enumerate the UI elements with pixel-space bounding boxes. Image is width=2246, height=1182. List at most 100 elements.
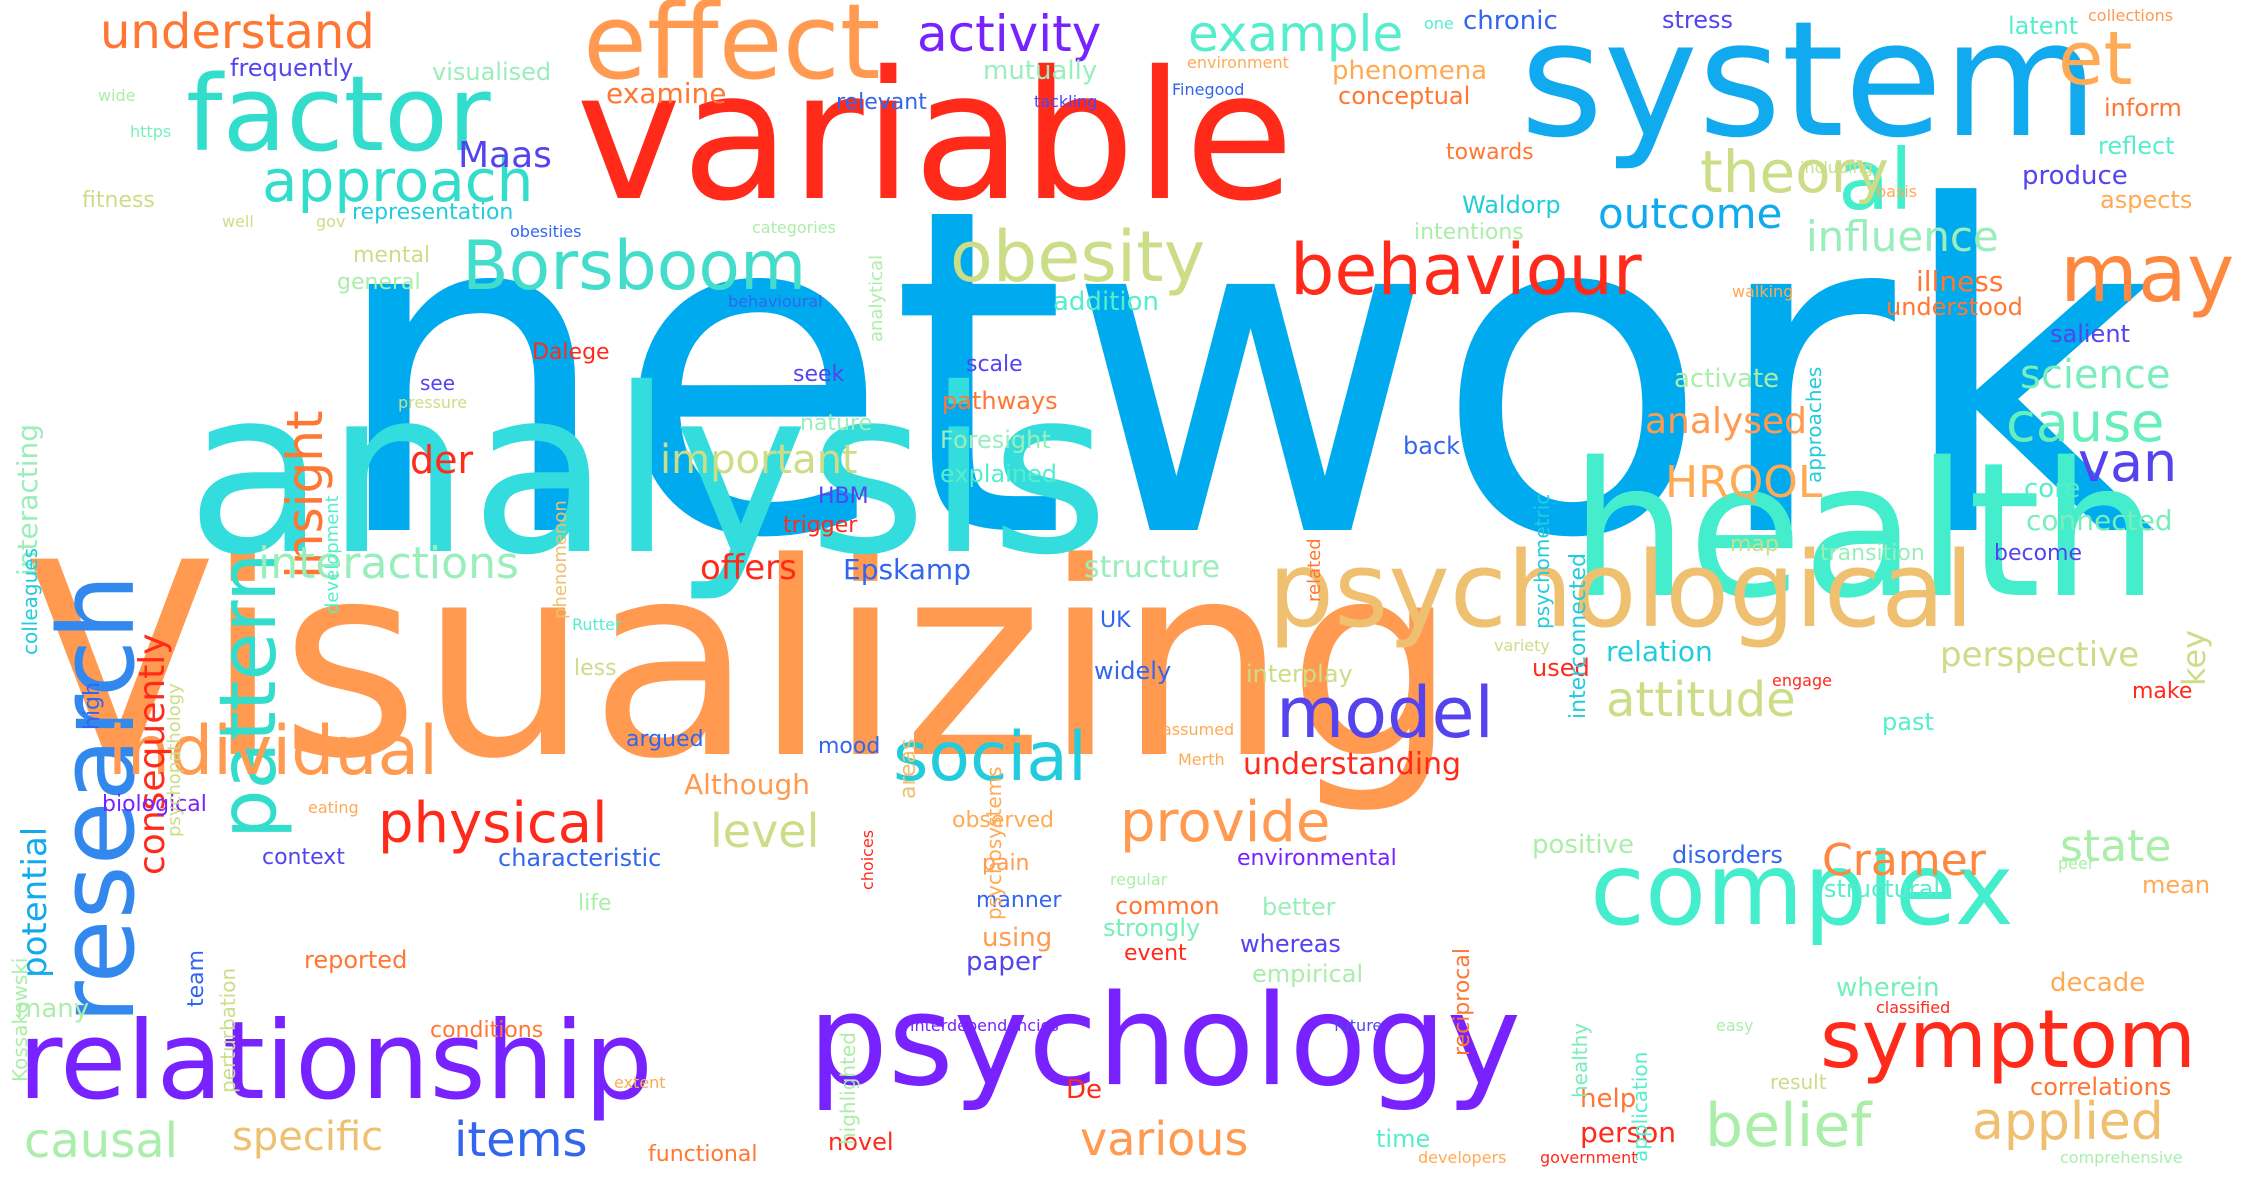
word-conditions: conditions (430, 1018, 544, 1043)
word-analysis: analysis (186, 339, 1110, 605)
word-https: https (130, 122, 172, 141)
word-reported: reported (304, 946, 408, 974)
word-salient: salient (2050, 320, 2130, 348)
word-understood: understood (1886, 293, 2023, 321)
word-less: less (574, 656, 617, 681)
word-collections: collections (2088, 6, 2174, 25)
word-seek: seek (793, 362, 845, 387)
word-understanding: understanding (1243, 747, 1462, 782)
word-variety: variety (1494, 636, 1550, 655)
word-empirical: empirical (1252, 960, 1364, 988)
word-peer: peer (2058, 854, 2095, 873)
word-government: government (1540, 1148, 1638, 1167)
word-mean: mean (2142, 871, 2211, 899)
word-merth: Merth (1178, 750, 1225, 769)
word-physical: physical (378, 791, 608, 856)
word-environmental: environmental (1237, 846, 1397, 871)
word-provide: provide (1120, 790, 1331, 855)
word-inform: inform (2104, 94, 2182, 122)
word-addition: addition (1053, 287, 1159, 317)
word-activate: activate (1674, 364, 1780, 394)
word-core: core (2024, 474, 2081, 504)
word-frequently: frequently (230, 54, 354, 82)
word-related: related (1304, 538, 1325, 602)
word-potential: potential (15, 826, 55, 978)
word-offers: offers (700, 548, 797, 588)
word-interconnected: interconnected (1566, 553, 1591, 719)
word-approaches: approaches (1802, 366, 1826, 483)
word-biological: biological (102, 792, 207, 817)
word-et: et (2058, 16, 2133, 102)
word-wherein: wherein (1836, 973, 1940, 1003)
word-whereas: whereas (1240, 930, 1341, 958)
word-borsboom: Borsboom (462, 227, 807, 306)
word-pressure: pressure (398, 393, 468, 412)
word-foresight: Foresight (940, 426, 1051, 454)
word-approach: approach (262, 147, 534, 215)
word-factor: factor (186, 53, 491, 175)
word-specific: specific (232, 1114, 384, 1160)
word-al: al (1838, 131, 1913, 229)
word-causal: causal (24, 1113, 178, 1169)
word-der: der (410, 438, 474, 482)
word-event: event (1124, 941, 1187, 966)
word-many: many (16, 994, 90, 1024)
word-perturbation: perturbation (216, 967, 240, 1093)
word-explained: explained (940, 460, 1058, 488)
word-psychopathology: psychopathology (164, 683, 185, 837)
word-relation: relation (1606, 635, 1713, 668)
word-using: using (982, 923, 1053, 953)
word-behaviour: behaviour (1290, 229, 1642, 311)
word-conceptual: conceptual (1338, 82, 1471, 110)
word-walking: walking (1732, 282, 1794, 301)
word-scale: scale (966, 352, 1023, 377)
word-argued: argued (626, 727, 704, 752)
word-result: result (1770, 1070, 1827, 1094)
word-outcome: outcome (1598, 189, 1783, 238)
word-obesity: obesity (950, 216, 1206, 298)
word-kossakowski: Kossakowski (8, 957, 32, 1082)
word-classified: classified (1876, 998, 1951, 1017)
word-individual: individual (108, 712, 439, 791)
word-aspects: aspects (2100, 186, 2193, 214)
word-network: network (328, 113, 2156, 637)
word-example: example (1188, 5, 1404, 63)
word-behavioural: behavioural (728, 292, 823, 311)
word-choices: choices (858, 829, 877, 890)
word-better: better (1262, 893, 1336, 921)
word-visualised: visualised (432, 58, 552, 86)
word-make: make (2132, 679, 2193, 704)
word-highlighted: highlighted (836, 1032, 860, 1145)
word-stress: stress (1662, 6, 1734, 34)
word-developers: developers (1418, 1148, 1507, 1167)
word-effect: effect (583, 0, 881, 103)
word-hbm: HBM (818, 484, 869, 509)
word-intentions: intentions (1414, 220, 1524, 245)
word-including: including (1800, 158, 1873, 177)
word-hrqol: HRQOL (1665, 457, 1823, 508)
word-attitude: attitude (1606, 672, 1796, 728)
word-symptom: symptom (1820, 993, 2196, 1086)
word-disorders: disorders (1672, 841, 1783, 869)
word-future: future (1334, 1016, 1383, 1035)
word-examine: examine (606, 77, 727, 110)
word-science: science (2020, 352, 2171, 398)
word-various: various (1080, 1112, 1249, 1166)
word-high: high (80, 682, 105, 730)
word-healthy: healthy (1568, 1022, 1592, 1098)
word-interdependencies: interdependencies (910, 1016, 1059, 1035)
word-activity: activity (917, 5, 1102, 63)
word-development: development (322, 495, 343, 614)
word-paper: paper (966, 947, 1042, 977)
word-structure: structure (1084, 550, 1221, 585)
word-pattern: pattern (204, 552, 294, 839)
word-colleagues: colleagues (18, 547, 42, 655)
word-de: De (1066, 1075, 1103, 1105)
word-structural: structural (1824, 875, 1941, 903)
word-general: general (337, 270, 421, 295)
word-epskamp: Epskamp (843, 553, 971, 586)
word-decade: decade (2050, 968, 2146, 998)
word-may: may (2060, 227, 2235, 320)
word-van: van (2078, 431, 2178, 494)
word-transition: transition (1820, 541, 1925, 566)
